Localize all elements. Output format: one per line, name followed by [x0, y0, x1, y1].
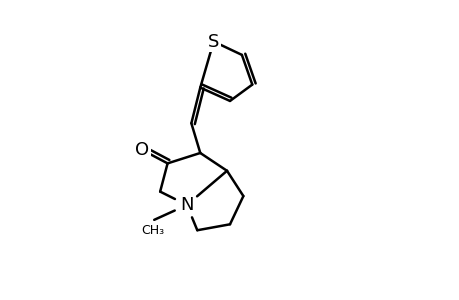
Text: CH₃: CH₃	[141, 224, 164, 237]
Text: N: N	[180, 196, 193, 214]
Text: S: S	[207, 32, 219, 50]
Text: O: O	[135, 141, 149, 159]
